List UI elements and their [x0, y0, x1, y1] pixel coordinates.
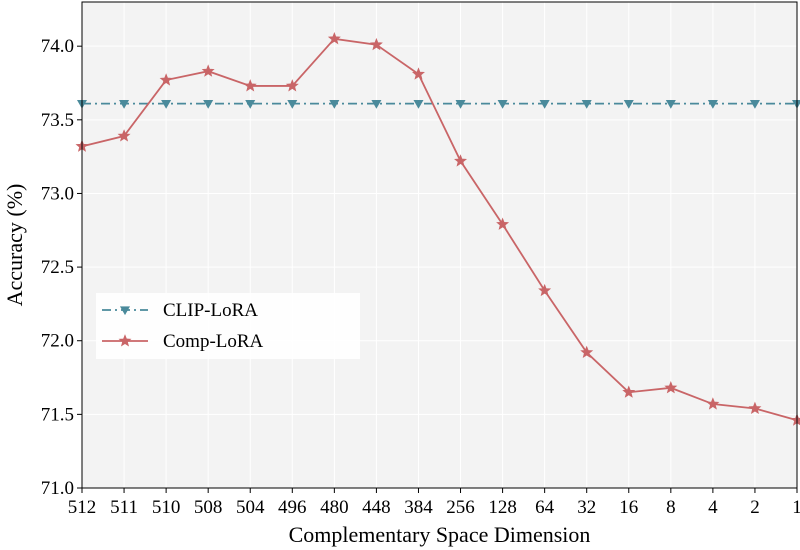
- data-point: Comp-LoRA 16: 71.65: [622, 385, 636, 398]
- data-point: CLIP-LoRA 480: 73.61: [329, 99, 340, 109]
- x-tick-label: 384: [404, 497, 433, 518]
- data-point: CLIP-LoRA 384: 73.61: [413, 99, 424, 109]
- data-point: CLIP-LoRA 4: 73.61: [707, 99, 718, 109]
- x-tick-label: 496: [278, 497, 307, 518]
- y-tick-label: 73.0: [41, 183, 74, 204]
- data-point: Comp-LoRA 128: 72.79: [496, 217, 510, 230]
- x-tick-label: 256: [446, 497, 475, 518]
- data-point: CLIP-LoRA 508: 73.61: [203, 99, 214, 109]
- data-point: CLIP-LoRA 16: 73.61: [623, 99, 634, 109]
- y-tick-label: 74.0: [41, 36, 74, 57]
- data-point: Comp-LoRA 504: 73.73: [243, 79, 257, 92]
- data-point: Comp-LoRA 64: 72.34: [538, 283, 552, 297]
- x-tick-label: 64: [535, 497, 555, 518]
- series-line: [81, 37, 798, 422]
- data-point: Comp-LoRA 2: 71.54: [748, 401, 762, 414]
- data-point: Comp-LoRA 4: 71.57: [706, 397, 720, 410]
- data-point: Comp-LoRA 448: 74.01: [369, 37, 383, 51]
- legend-label: Comp-LoRA: [163, 331, 264, 352]
- x-axis-label: Complementary Space Dimension: [289, 522, 591, 547]
- data-point: CLIP-LoRA 510: 73.61: [161, 99, 172, 109]
- data-point: Comp-LoRA 256: 73.22: [454, 154, 468, 167]
- y-tick-label: 72.5: [41, 257, 74, 278]
- x-tick-label: 8: [666, 497, 676, 518]
- data-point: Comp-LoRA 508: 73.83: [201, 64, 215, 77]
- data-point: Comp-LoRA 496: 73.73: [285, 79, 299, 92]
- data-point: CLIP-LoRA 128: 73.61: [497, 99, 508, 109]
- y-axis-label: Accuracy (%): [2, 184, 27, 307]
- data-point: Comp-LoRA 511: 73.39: [117, 129, 131, 142]
- x-tick-label: 2: [750, 497, 760, 518]
- y-tick-label: 72.0: [41, 331, 74, 352]
- plot-area: [82, 2, 797, 488]
- data-point: CLIP-LoRA 64: 73.61: [539, 99, 550, 109]
- y-tick-label: 71.5: [41, 404, 74, 425]
- x-tick-label: 448: [362, 497, 391, 518]
- x-tick-label: 128: [488, 497, 517, 518]
- x-tick-label: 480: [320, 497, 349, 518]
- x-axis-ticks: 512 511 510 508 504 496 480 448 384 256 128 64 32 16 8…: [68, 488, 800, 518]
- legend-item: CLIP-LoRA: [102, 300, 258, 321]
- x-tick-label: 504: [236, 497, 265, 518]
- x-tick-label: 512: [68, 497, 97, 518]
- data-point: Comp-LoRA 480: 74.05: [327, 32, 341, 45]
- x-tick-label: 511: [110, 497, 138, 518]
- data-point: CLIP-LoRA 8: 73.61: [665, 99, 676, 109]
- x-tick-label: 16: [619, 497, 638, 518]
- data-point: Comp-LoRA 384: 73.81: [411, 67, 425, 80]
- legend-box: [96, 293, 360, 359]
- data-point: CLIP-LoRA 2: 73.61: [749, 99, 760, 109]
- series-comp-lora: Comp-LoRA 512: 73.32Comp-LoRA 511: 73.39…: [75, 32, 800, 426]
- x-tick-label: 1: [792, 497, 800, 518]
- y-tick-label: 71.0: [41, 478, 74, 499]
- data-point: Comp-LoRA 510: 73.77: [159, 73, 173, 86]
- series-layer: CLIP-LoRA 512: 73.61CLIP-LoRA 511: 73.61…: [75, 32, 800, 426]
- legend-marker: [118, 334, 132, 347]
- plot-frame: [81, 1, 798, 489]
- data-point: CLIP-LoRA 504: 73.61: [245, 99, 256, 109]
- data-point: CLIP-LoRA 511: 73.61: [119, 99, 130, 109]
- x-tick-label: 510: [152, 497, 181, 518]
- legend-item: Comp-LoRA: [102, 331, 264, 352]
- x-tick-label: 508: [194, 497, 223, 518]
- x-tick-label: 4: [708, 497, 718, 518]
- legend-marker: [119, 306, 131, 316]
- data-point: CLIP-LoRA 32: 73.61: [581, 99, 592, 109]
- y-axis-ticks: 71.0 71.5 72.0 72.5 73.0 73.5 74.0: [41, 36, 82, 499]
- y-tick-label: 73.5: [41, 110, 74, 131]
- data-point: CLIP-LoRA 496: 73.61: [287, 99, 298, 109]
- legend-label: CLIP-LoRA: [163, 300, 258, 321]
- x-tick-label: 32: [577, 497, 596, 518]
- data-point: CLIP-LoRA 448: 73.61: [371, 99, 382, 109]
- data-point: Comp-LoRA 32: 71.92: [580, 345, 594, 359]
- data-point: CLIP-LoRA 256: 73.61: [455, 99, 466, 109]
- data-point: Comp-LoRA 8: 71.68: [664, 381, 678, 394]
- legend: CLIP-LoRA Comp-LoRA: [96, 293, 360, 359]
